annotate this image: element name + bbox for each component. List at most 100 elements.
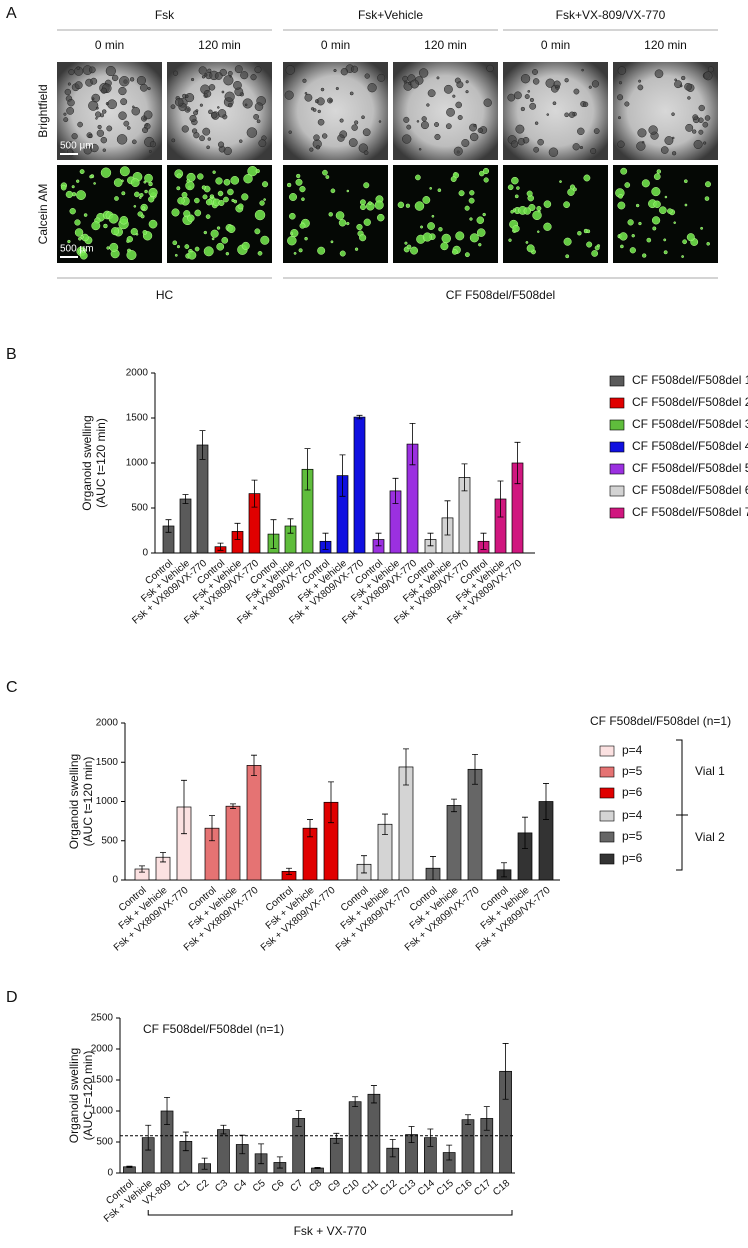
error-bar	[239, 1134, 246, 1155]
organoid	[378, 120, 382, 123]
organoid	[105, 65, 116, 77]
organoid	[654, 69, 664, 79]
organoid	[230, 176, 240, 185]
organoid	[577, 127, 585, 136]
y-tick-label: 500	[96, 1137, 113, 1148]
organoid	[262, 181, 269, 188]
organoid	[170, 104, 176, 110]
error-bar	[356, 414, 363, 420]
organoid	[242, 98, 253, 109]
organoid	[190, 77, 195, 82]
organoid	[284, 90, 294, 100]
bar	[348, 1101, 362, 1174]
organoid	[68, 69, 75, 76]
organoid	[340, 68, 348, 76]
legend-swatch	[609, 485, 625, 497]
organoid	[210, 196, 214, 200]
organoid	[671, 136, 675, 140]
organoid	[523, 207, 532, 215]
organoid	[144, 189, 148, 194]
organoid	[221, 237, 229, 244]
organoid	[707, 66, 714, 73]
y-tick-label: 0	[107, 1168, 113, 1179]
organoid	[67, 98, 75, 107]
organoid	[339, 118, 344, 123]
organoid	[418, 147, 422, 151]
organoid	[207, 137, 212, 141]
legend-swatch	[609, 419, 625, 431]
organoid	[552, 101, 557, 106]
organoid	[679, 84, 683, 88]
organoid	[77, 121, 83, 128]
organoid	[702, 121, 709, 128]
organoid	[240, 71, 249, 80]
organoid	[119, 166, 130, 177]
organoid	[469, 233, 479, 243]
error-bar	[270, 519, 277, 549]
bracket-label: Fsk + VX-770	[294, 1224, 367, 1238]
organoid	[437, 188, 442, 193]
organoid	[216, 226, 221, 230]
organoid	[217, 190, 224, 197]
organoid	[217, 109, 227, 118]
organoid	[514, 194, 519, 199]
organoid	[65, 190, 73, 199]
micrograph	[503, 62, 608, 160]
organoid	[327, 97, 333, 104]
organoid	[289, 212, 296, 220]
organoid	[651, 187, 661, 197]
organoid	[330, 240, 334, 244]
x-tick-label: C15	[435, 1178, 456, 1199]
organoid	[564, 78, 569, 83]
organoid	[142, 127, 149, 134]
organoid	[683, 179, 688, 184]
organoid	[66, 106, 75, 115]
error-bar	[502, 1043, 509, 1100]
organoid	[174, 97, 184, 107]
x-tick-label: C13	[397, 1178, 418, 1199]
organoid	[465, 80, 469, 84]
legend-swatch	[609, 463, 625, 475]
error-bar	[160, 852, 166, 863]
organoid	[508, 238, 512, 242]
organoid	[111, 227, 120, 236]
organoid	[486, 64, 494, 73]
organoid	[403, 116, 410, 123]
organoid	[658, 206, 667, 215]
organoid	[651, 216, 661, 225]
error-bar	[497, 480, 504, 518]
organoid	[320, 87, 325, 92]
error-bar	[217, 542, 224, 551]
organoid	[203, 246, 214, 257]
organoid	[652, 226, 657, 231]
organoid	[88, 66, 96, 74]
organoid	[221, 90, 225, 94]
organoid	[185, 181, 195, 191]
organoid	[402, 75, 409, 82]
x-tick-label: C11	[360, 1178, 381, 1198]
organoid	[176, 173, 182, 179]
error-bar	[514, 441, 521, 485]
organoid	[129, 77, 135, 82]
error-bar	[145, 1124, 152, 1151]
organoid	[536, 205, 542, 211]
organoid	[642, 253, 647, 258]
organoid	[367, 83, 377, 93]
error-bar	[403, 748, 409, 786]
error-bar	[199, 430, 206, 460]
organoid	[90, 77, 98, 85]
y-axis-title: Organoid swelling	[67, 754, 81, 849]
organoid	[186, 179, 191, 183]
x-tick-label: C17	[472, 1178, 493, 1199]
organoid	[532, 210, 542, 221]
x-tick-label: C9	[326, 1178, 343, 1195]
organoid	[346, 189, 350, 193]
error-bar	[182, 1131, 189, 1152]
organoid	[520, 106, 525, 112]
organoid	[350, 65, 359, 73]
organoid	[184, 244, 190, 249]
organoid	[107, 99, 117, 110]
organoid	[106, 125, 113, 132]
organoid	[339, 250, 346, 257]
